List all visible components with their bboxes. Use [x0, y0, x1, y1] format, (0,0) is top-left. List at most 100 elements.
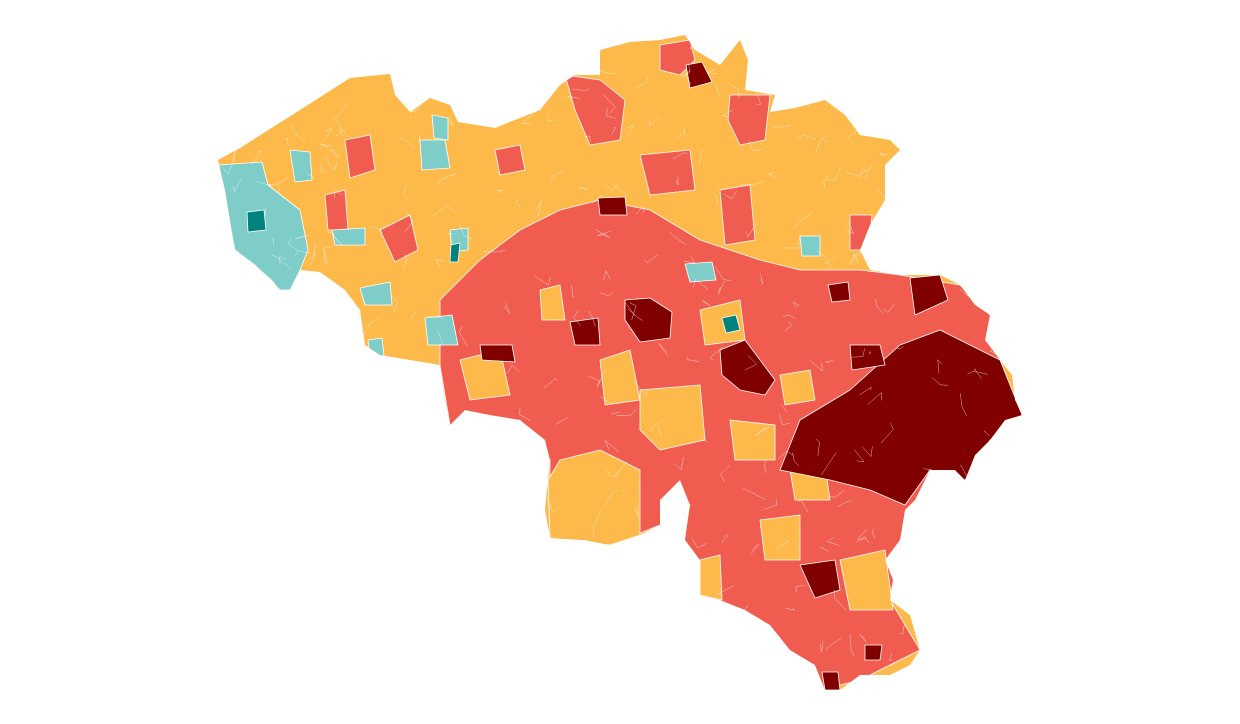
municipal-boundary	[288, 238, 298, 252]
municipal-boundary	[402, 253, 407, 271]
municipal-boundary	[629, 302, 637, 320]
municipality-yellow	[779, 369, 816, 406]
municipal-boundary	[829, 61, 844, 81]
municipal-boundary	[808, 359, 824, 372]
municipal-boundary	[611, 127, 617, 135]
municipal-boundary	[313, 241, 317, 255]
municipality-lightteal	[424, 314, 459, 346]
municipal-boundary	[296, 453, 312, 469]
municipal-boundary	[824, 255, 835, 265]
municipal-boundary	[267, 78, 287, 85]
municipal-boundary	[266, 69, 272, 75]
municipality-lightteal	[331, 227, 366, 246]
municipal-boundary	[229, 442, 250, 456]
municipal-boundary	[776, 541, 789, 549]
municipal-boundary	[874, 299, 884, 314]
municipal-boundary	[537, 604, 554, 615]
municipal-boundary	[923, 468, 932, 471]
municipal-boundary	[250, 57, 265, 64]
municipal-boundary	[739, 180, 764, 186]
municipal-boundary	[323, 251, 327, 265]
municipal-boundary	[783, 314, 796, 319]
municipal-boundary	[569, 657, 593, 675]
municipal-boundary	[755, 89, 761, 105]
municipal-boundary	[630, 613, 645, 629]
municipal-boundary	[271, 237, 274, 245]
municipal-boundary	[931, 377, 948, 386]
municipal-boundary	[265, 601, 276, 618]
municipal-boundary	[766, 643, 772, 649]
municipal-boundary	[859, 386, 872, 395]
municipal-boundary	[364, 449, 372, 462]
municipality-darkteal	[721, 314, 741, 334]
municipality-yellow	[639, 384, 706, 451]
municipal-boundary	[588, 310, 596, 327]
municipality-red	[727, 94, 771, 146]
municipal-boundary	[219, 271, 229, 283]
municipal-boundary	[888, 652, 893, 661]
municipal-boundary	[239, 271, 255, 290]
municipal-boundary	[285, 138, 289, 147]
municipal-boundary	[307, 253, 317, 267]
municipal-boundary	[599, 70, 616, 75]
municipal-boundary	[859, 634, 867, 642]
municipal-boundary	[346, 50, 357, 72]
municipal-boundary	[683, 70, 692, 85]
municipal-boundary	[880, 422, 894, 444]
municipality-red	[324, 189, 349, 231]
municipal-boundary	[286, 599, 302, 609]
municipal-boundary	[780, 403, 788, 413]
municipal-boundary	[322, 513, 333, 529]
municipality-darkred	[624, 297, 673, 343]
municipal-boundary	[699, 149, 704, 166]
municipal-boundary	[572, 88, 590, 91]
municipal-boundary	[915, 612, 925, 623]
municipal-boundary	[418, 135, 421, 142]
municipal-boundary	[745, 74, 750, 90]
municipal-boundary	[573, 310, 581, 326]
municipal-boundary	[501, 662, 508, 669]
municipal-boundary	[375, 478, 386, 501]
municipal-boundary	[634, 76, 649, 89]
municipal-boundary	[220, 240, 228, 250]
municipal-boundary	[521, 110, 537, 125]
municipal-boundary	[436, 538, 456, 560]
municipal-boundary	[720, 465, 730, 482]
municipal-boundary	[858, 121, 865, 126]
municipal-boundary	[234, 333, 242, 348]
municipality-darkred	[597, 196, 628, 216]
municipal-boundary	[691, 538, 708, 549]
municipal-boundary	[821, 452, 837, 476]
municipal-boundary	[997, 73, 1009, 95]
municipal-boundary	[282, 422, 296, 426]
municipal-boundary	[773, 125, 790, 128]
municipal-boundary	[967, 370, 988, 375]
municipal-boundary	[321, 46, 335, 54]
municipal-boundary	[879, 153, 888, 157]
municipal-boundary	[949, 116, 960, 130]
municipal-boundary	[875, 676, 886, 688]
municipal-boundary	[680, 63, 690, 78]
municipal-boundary	[745, 355, 757, 371]
municipal-boundary	[488, 91, 498, 109]
municipal-boundary	[221, 668, 227, 678]
municipal-boundary	[322, 246, 333, 263]
municipal-boundary	[321, 494, 334, 514]
municipal-boundary	[992, 548, 1007, 560]
municipality-darkred	[479, 344, 516, 363]
municipal-boundary	[750, 543, 759, 555]
municipal-boundary	[265, 206, 267, 217]
municipal-boundary	[448, 232, 453, 243]
municipal-boundary	[1009, 524, 1022, 532]
municipal-boundary	[437, 329, 443, 349]
municipal-boundary	[316, 447, 334, 459]
municipal-boundary	[721, 650, 735, 657]
municipality-darkred	[719, 339, 776, 396]
municipal-boundary	[335, 102, 351, 119]
municipal-boundary	[316, 624, 330, 629]
municipal-boundary	[444, 597, 456, 607]
municipal-boundary	[326, 231, 339, 243]
municipal-boundary	[218, 333, 222, 357]
municipal-boundary	[218, 540, 230, 553]
municipal-boundary	[368, 226, 383, 236]
